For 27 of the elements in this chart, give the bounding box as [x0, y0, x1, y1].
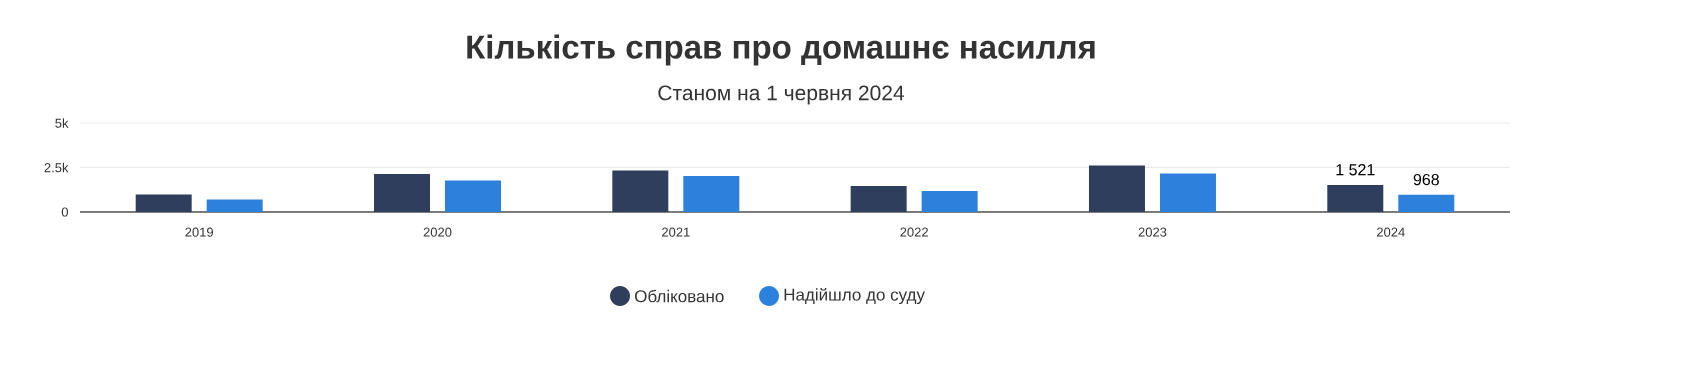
x-tick-label: 2020 — [423, 227, 452, 237]
bar — [921, 190, 978, 212]
y-tick-label: 0 — [61, 207, 68, 217]
chart-subtitle: Станом на 1 червня 2024 — [658, 85, 905, 105]
bar — [612, 170, 669, 212]
legend-label: Надійшло до суду — [784, 287, 925, 305]
bar — [374, 173, 430, 212]
bar — [683, 176, 740, 212]
bar — [445, 180, 502, 212]
y-tick-label: 5k — [55, 118, 69, 128]
y-tick-label: 2.5k — [44, 162, 69, 173]
x-tick-label: 2024 — [1376, 227, 1405, 237]
bar — [850, 186, 907, 212]
x-tick-label: 2019 — [185, 227, 214, 237]
chart-title: Кількість справ про домашнє насилля — [467, 34, 1095, 66]
legend-label: Обліковано — [635, 289, 724, 303]
x-tick-label: 2021 — [662, 227, 690, 237]
bar — [1327, 184, 1384, 212]
x-tick-label: 2022 — [900, 227, 928, 237]
bar — [135, 194, 192, 212]
bar — [1159, 173, 1216, 212]
data-label: 1 521 — [1336, 164, 1375, 176]
bar — [206, 199, 263, 212]
data-label: 968 — [1413, 173, 1439, 186]
bar — [1088, 165, 1145, 212]
bar — [1398, 194, 1455, 212]
x-tick-label: 2023 — [1138, 227, 1167, 237]
